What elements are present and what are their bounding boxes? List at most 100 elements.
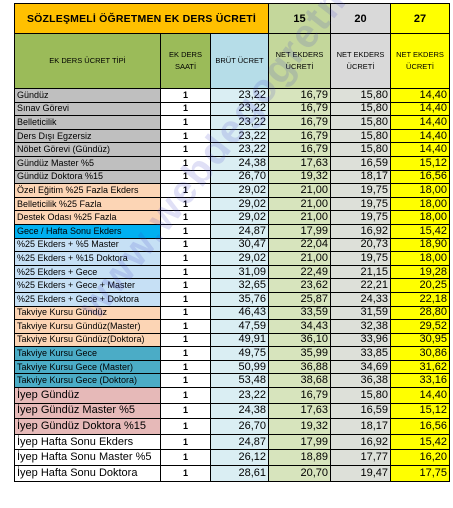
table-row: Belleticilik 1 23,22 16,79 15,80 14,40: [14, 115, 450, 130]
row-gross: 24,87: [210, 433, 269, 451]
row-net-1: 17,99: [268, 223, 331, 239]
table-row: Sınav Görevi 1 23,22 16,79 15,80 14,40: [14, 101, 450, 117]
row-net-3: 30,95: [390, 332, 450, 348]
table-row: Gündüz 1 23,22 16,79 15,80 14,40: [14, 88, 450, 103]
row-net-1: 34,43: [268, 319, 331, 334]
row-gross: 28,61: [210, 465, 269, 482]
row-net-2: 15,80: [330, 128, 391, 144]
year-header-27: 27: [390, 3, 450, 34]
row-net-3: 18,00: [390, 251, 450, 266]
row-net-3: 16,56: [390, 418, 450, 435]
row-label: Gündüz: [14, 88, 161, 103]
row-net-3: 14,40: [390, 101, 450, 117]
row-hours: 1: [160, 155, 211, 171]
row-net-1: 16,79: [268, 387, 331, 404]
row-net-3: 31,62: [390, 359, 450, 375]
row-hours: 1: [160, 115, 211, 130]
row-net-2: 18,17: [330, 169, 391, 185]
row-net-2: 36,38: [330, 373, 391, 389]
table-row: Destek Odası %25 Fazla 1 29,02 21,00 19,75 18…: [14, 210, 450, 225]
row-net-1: 17,63: [268, 402, 331, 420]
row-net-1: 21,00: [268, 183, 331, 198]
row-net-2: 15,80: [330, 101, 391, 117]
row-net-2: 33,85: [330, 346, 391, 361]
row-net-3: 14,40: [390, 128, 450, 144]
row-gross: 23,22: [210, 142, 269, 157]
table-row: Özel Eğitim %25 Fazla Ekders 1 29,02 21,00 1…: [14, 183, 450, 198]
row-label: Ders Dışı Egzersiz: [14, 128, 161, 144]
row-net-1: 17,63: [268, 155, 331, 171]
row-hours: 1: [160, 359, 211, 375]
row-label: %25 Ekders + %15 Doktora: [14, 251, 161, 266]
row-net-2: 31,59: [330, 305, 391, 321]
row-hours: 1: [160, 433, 211, 451]
row-gross: 50,99: [210, 359, 269, 375]
row-gross: 24,38: [210, 155, 269, 171]
row-label: Takviye Kursu Gece (Master): [14, 359, 161, 375]
row-gross: 30,47: [210, 237, 269, 253]
row-label: %25 Ekders + %5 Master: [14, 237, 161, 253]
row-label: İyep Gündüz Master %5: [14, 402, 161, 420]
row-gross: 46,43: [210, 305, 269, 321]
row-net-1: 16,79: [268, 142, 331, 157]
row-net-2: 15,80: [330, 115, 391, 130]
row-hours: 1: [160, 465, 211, 482]
row-net-3: 28,80: [390, 305, 450, 321]
row-hours: 1: [160, 128, 211, 144]
row-net-1: 21,00: [268, 196, 331, 212]
row-net-2: 16,59: [330, 155, 391, 171]
table-row: Takviye Kursu Gece (Doktora) 1 53,48 38,68 3…: [14, 373, 450, 389]
row-net-2: 17,77: [330, 449, 391, 467]
row-net-2: 19,75: [330, 196, 391, 212]
table-row: Belleticilik %25 Fazla 1 29,02 21,00 19,75 18…: [14, 196, 450, 212]
row-hours: 1: [160, 223, 211, 239]
row-net-2: 16,59: [330, 402, 391, 420]
row-gross: 53,48: [210, 373, 269, 389]
row-net-2: 21,15: [330, 264, 391, 280]
row-net-3: 14,40: [390, 387, 450, 404]
row-gross: 31,09: [210, 264, 269, 280]
ek-ders-table: SÖZLEŞMELİ ÖĞRETMEN EK DERS ÜCRETİ 15 20…: [14, 3, 450, 482]
row-label: Belleticilik: [14, 115, 161, 130]
row-net-1: 19,32: [268, 169, 331, 185]
row-hours: 1: [160, 142, 211, 157]
row-net-2: 19,75: [330, 183, 391, 198]
row-gross: 47,59: [210, 319, 269, 334]
row-hours: 1: [160, 332, 211, 348]
year-header-20: 20: [330, 3, 391, 34]
row-hours: 1: [160, 237, 211, 253]
table-row: %25 Ekders + %5 Master 1 30,47 22,04 20,73 18…: [14, 237, 450, 253]
table-row: İyep Gündüz 1 23,22 16,79 15,80 14,40: [14, 387, 450, 404]
row-net-3: 20,25: [390, 278, 450, 293]
row-label: Destek Odası %25 Fazla: [14, 210, 161, 225]
table-row: %25 Ekders + %15 Doktora 1 29,02 21,00 19,75…: [14, 251, 450, 266]
row-gross: 24,38: [210, 402, 269, 420]
row-label: Gündüz Master %5: [14, 155, 161, 171]
row-net-2: 34,69: [330, 359, 391, 375]
row-label: İyep Hafta Sonu Doktora: [14, 465, 161, 482]
row-label: Belleticilik %25 Fazla: [14, 196, 161, 212]
table-row: %25 Ekders + Gece + Doktora 1 35,76 25,87 24…: [14, 291, 450, 307]
row-gross: 49,91: [210, 332, 269, 348]
row-net-2: 33,96: [330, 332, 391, 348]
row-label: Takviye Kursu Gündüz: [14, 305, 161, 321]
row-net-1: 36,10: [268, 332, 331, 348]
row-net-1: 16,79: [268, 101, 331, 117]
table-row: Takviye Kursu Gündüz 1 46,43 33,59 31,59 28,8…: [14, 305, 450, 321]
row-gross: 23,22: [210, 387, 269, 404]
row-net-1: 19,32: [268, 418, 331, 435]
row-net-2: 19,47: [330, 465, 391, 482]
row-gross: 49,75: [210, 346, 269, 361]
row-net-1: 23,62: [268, 278, 331, 293]
row-label: İyep Hafta Sonu Ekders: [14, 433, 161, 451]
row-hours: 1: [160, 251, 211, 266]
table-row: İyep Hafta Sonu Master %5 1 26,12 18,89 17,7…: [14, 449, 450, 467]
table-row: Takviye Kursu Gece 1 49,75 35,99 33,85 30,86: [14, 346, 450, 361]
row-hours: 1: [160, 373, 211, 389]
row-net-2: 16,92: [330, 433, 391, 451]
row-label: Gündüz Doktora %15: [14, 169, 161, 185]
row-net-1: 16,79: [268, 88, 331, 103]
row-label: Takviye Kursu Gündüz(Doktora): [14, 332, 161, 348]
row-net-3: 18,00: [390, 196, 450, 212]
column-header-gross: BRÜT ÜCRET: [210, 33, 269, 89]
